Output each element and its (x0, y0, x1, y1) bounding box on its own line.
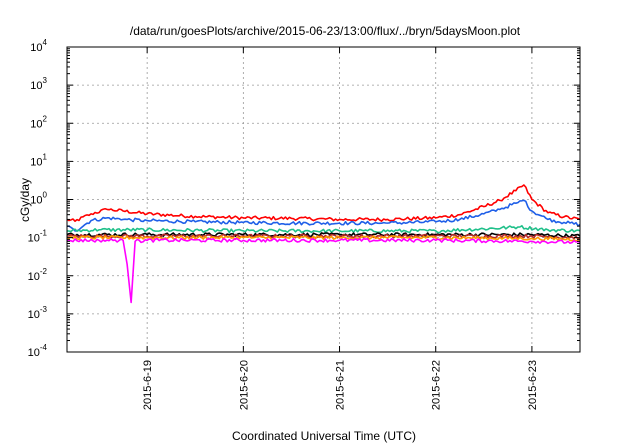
x-axis-label: Coordinated Universal Time (UTC) (232, 429, 416, 443)
y-axis-ticks: 10-4 10-3 10-2 10-1 100 101 102 103 104 (28, 38, 580, 359)
y-axis-label: cGy/day (18, 178, 32, 222)
y-tick-label: 101 (30, 152, 47, 168)
y-tick-label: 100 (30, 191, 47, 207)
chart-title: /data/run/goesPlots/archive/2015-06-23/1… (130, 24, 521, 38)
series-line-2 (66, 199, 581, 232)
y-tick-label: 10-2 (28, 267, 48, 283)
y-tick-label: 104 (30, 38, 47, 54)
series-line-7 (66, 237, 581, 304)
series-line-1 (66, 184, 581, 222)
series-group (66, 184, 581, 304)
y-tick-label: 10-1 (28, 229, 48, 245)
y-tick-label: 10-4 (28, 343, 48, 359)
series-line-4 (66, 232, 581, 239)
x-axis-ticks: 2015-6-19 2015-6-20 2015-6-21 2015-6-22 2015… (142, 47, 539, 410)
x-tick-label: 2015-6-20 (238, 360, 250, 410)
x-tick-label: 2015-6-21 (335, 360, 347, 410)
grid (67, 47, 580, 352)
series-line-5 (66, 233, 581, 240)
series-line-6 (66, 235, 581, 242)
y-tick-label: 10-3 (28, 305, 48, 321)
y-tick-label: 102 (30, 114, 47, 130)
y-tick-label: 103 (30, 76, 47, 92)
x-tick-label: 2015-6-22 (431, 360, 443, 410)
x-tick-label: 2015-6-19 (142, 360, 154, 410)
series-line-3 (66, 224, 581, 234)
x-tick-label: 2015-6-23 (527, 360, 539, 410)
